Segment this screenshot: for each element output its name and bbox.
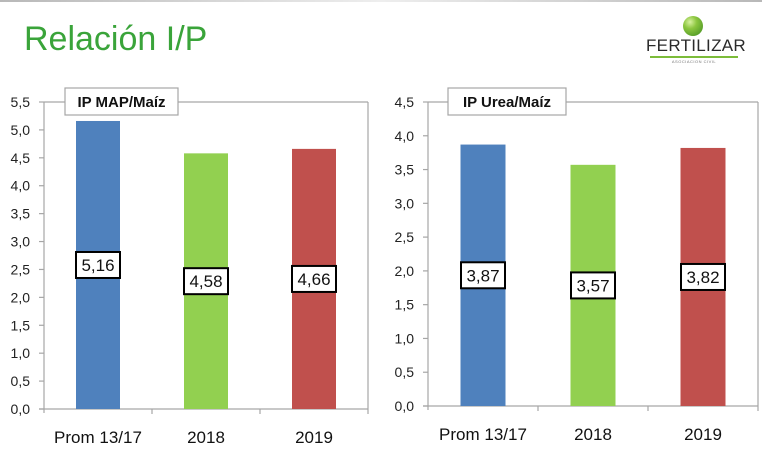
y-tick-label: 3,5 bbox=[395, 162, 415, 178]
y-tick-label: 1,5 bbox=[395, 297, 415, 313]
y-tick-label: 4,0 bbox=[11, 178, 31, 194]
logo-subtitle: ASOCIACION CIVIL bbox=[671, 59, 717, 64]
x-tick-label: 2018 bbox=[187, 428, 225, 447]
y-tick-label: 0,5 bbox=[395, 364, 415, 380]
data-label-box bbox=[75, 250, 121, 279]
chart-title: IP MAP/Maíz bbox=[77, 94, 165, 111]
y-tick-label: 3,5 bbox=[11, 206, 31, 222]
logo-name: FERTILIZAR bbox=[646, 36, 746, 55]
x-tick-label: 2019 bbox=[684, 425, 722, 444]
x-tick-label: Prom 13/17 bbox=[439, 425, 527, 444]
y-tick-label: 3,0 bbox=[11, 234, 31, 250]
data-label: 4,66 bbox=[297, 270, 330, 289]
data-label-box bbox=[680, 262, 726, 291]
y-tick-label: 1,0 bbox=[11, 345, 31, 361]
y-tick-label: 1,0 bbox=[395, 330, 415, 346]
page-title: Relación I/P bbox=[24, 20, 208, 58]
y-tick-label: 5,0 bbox=[11, 122, 31, 138]
data-label: 3,57 bbox=[576, 276, 609, 295]
y-tick-label: 1,5 bbox=[11, 317, 31, 333]
y-tick-label: 2,5 bbox=[11, 261, 31, 277]
fertilizar-logo: FERTILIZAR ASOCIACION CIVIL bbox=[646, 16, 746, 64]
data-label-box bbox=[183, 267, 229, 296]
y-tick-label: 0,0 bbox=[11, 401, 31, 417]
logo-sphere-icon bbox=[683, 16, 703, 36]
data-label-box bbox=[460, 261, 506, 290]
bar-chart-1: 0,0 0,5 1,0 1,5 2,0 2,5 3,0 3,5 4,0 4,5 5,0 5,5 Prom… bbox=[11, 87, 369, 447]
logo-underline bbox=[650, 56, 738, 58]
data-label: 5,16 bbox=[81, 256, 114, 275]
x-tick-label: 2019 bbox=[295, 428, 333, 447]
y-tick-label: 0,5 bbox=[11, 373, 31, 389]
y-tick-label: 3,0 bbox=[395, 195, 415, 211]
chart-title-box bbox=[447, 87, 567, 116]
y-tick-label: 0,0 bbox=[395, 398, 415, 414]
chart-title-box bbox=[64, 87, 179, 116]
y-tick-label: 2,5 bbox=[395, 229, 415, 245]
y-tick-label: 4,5 bbox=[395, 94, 415, 110]
data-label-box bbox=[570, 271, 616, 300]
y-tick-label: 5,5 bbox=[11, 94, 31, 110]
y-tick-label: 2,0 bbox=[11, 289, 31, 305]
bar-chart-2: 0,0 0,5 1,0 1,5 2,0 2,5 3,0 3,5 4,0 4,5 Prom 13/17… bbox=[395, 87, 759, 444]
y-tick-label: 2,0 bbox=[395, 263, 415, 279]
x-tick-label: 2018 bbox=[574, 425, 612, 444]
x-tick-label: Prom 13/17 bbox=[54, 428, 142, 447]
data-label: 4,58 bbox=[189, 272, 222, 291]
y-tick-label: 4,0 bbox=[395, 128, 415, 144]
chart-title: IP Urea/Maíz bbox=[463, 94, 551, 111]
top-border bbox=[0, 0, 762, 2]
data-label: 3,82 bbox=[686, 268, 719, 287]
data-label-box bbox=[291, 264, 337, 293]
y-tick-label: 4,5 bbox=[11, 150, 31, 166]
data-label: 3,87 bbox=[466, 266, 499, 285]
